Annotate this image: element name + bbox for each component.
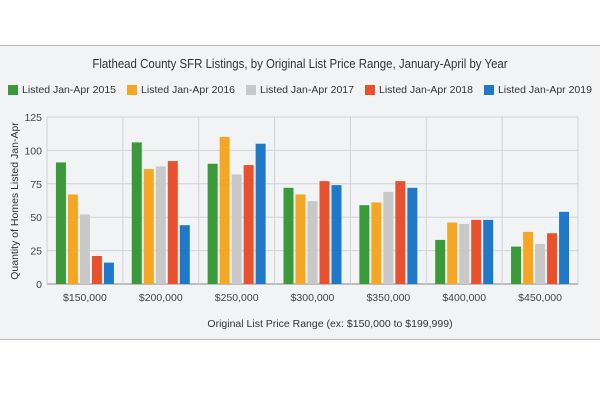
bar [523, 231, 534, 284]
bar [559, 211, 570, 284]
bar [219, 137, 230, 284]
bar [511, 246, 522, 284]
x-tick-labels: $150,000 $200,000 $250,000 $300,000 $350,000… [63, 292, 562, 304]
legend-item: Listed Jan-Apr 2016 [127, 84, 235, 96]
legend-swatch [127, 85, 138, 95]
y-tick-label: 125 [24, 112, 42, 124]
x-axis-title: Original List Price Range (ex: $150,000 … [207, 318, 452, 330]
chart-panel [0, 45, 600, 340]
bar [167, 161, 178, 284]
legend-item: Listed Jan-Apr 2015 [8, 84, 116, 96]
legend-item: Listed Jan-Apr 2018 [364, 84, 473, 96]
y-tick-labels: 0 25 50 75 100 125 [24, 112, 42, 291]
legend-label: Listed Jan-Apr 2015 [22, 84, 117, 96]
legend-label: Listed Jan-Apr 2018 [378, 84, 473, 96]
x-tick-label: $250,000 [215, 292, 259, 304]
bar [255, 143, 266, 284]
y-tick-label: 50 [30, 212, 42, 224]
y-tick-label: 75 [30, 179, 42, 191]
x-tick-label: $400,000 [442, 292, 486, 304]
legend-swatch [364, 85, 375, 95]
bar [371, 202, 382, 284]
y-tick-label: 100 [24, 145, 42, 157]
bar [383, 191, 394, 284]
bar [143, 169, 154, 284]
bar [131, 142, 142, 284]
bar [91, 255, 102, 284]
bars [55, 137, 570, 284]
legend-item: Listed Jan-Apr 2017 [246, 84, 354, 96]
bar [359, 205, 370, 284]
bar [459, 223, 470, 284]
bar [435, 239, 446, 284]
legend-swatch [483, 85, 494, 95]
bar [483, 219, 494, 284]
x-tick-label: $350,000 [366, 292, 410, 304]
x-tick-label: $150,000 [63, 292, 107, 304]
x-tick-label: $300,000 [291, 292, 335, 304]
bar [447, 222, 458, 284]
bar [67, 194, 78, 284]
bar [471, 219, 482, 284]
legend-label: Listed Jan-Apr 2016 [141, 84, 235, 96]
legend-label: Listed Jan-Apr 2019 [497, 84, 592, 96]
bar [55, 162, 66, 284]
chart-legend: Listed Jan-Apr 2015 Listed Jan-Apr 2016 Li… [0, 84, 600, 96]
bar [395, 181, 406, 284]
legend-item: Listed Jan-Apr 2019 [483, 84, 592, 96]
bar [407, 187, 418, 284]
bar [179, 225, 190, 284]
bar [535, 243, 546, 284]
chart-title: Flathead County SFR Listings, by Origina… [92, 56, 508, 71]
bar [243, 165, 254, 284]
bar [231, 174, 242, 284]
y-tick-label: 25 [30, 246, 42, 258]
bar [155, 166, 166, 284]
bar [307, 201, 318, 284]
bar [331, 185, 342, 284]
y-tick-label: 0 [36, 279, 42, 291]
x-tick-label: $450,000 [518, 292, 562, 304]
legend-swatch [8, 85, 19, 95]
bar [79, 214, 90, 284]
legend-swatch [246, 85, 256, 95]
bar [103, 262, 114, 284]
x-tick-label: $200,000 [139, 292, 183, 304]
y-axis-title: Quantity of Homes Listed Jan-Apr [9, 122, 21, 280]
bar [295, 194, 306, 284]
bar [207, 163, 218, 284]
bar [283, 187, 294, 284]
legend-label: Listed Jan-Apr 2017 [260, 84, 354, 96]
bar [319, 181, 330, 284]
bar [547, 233, 558, 284]
